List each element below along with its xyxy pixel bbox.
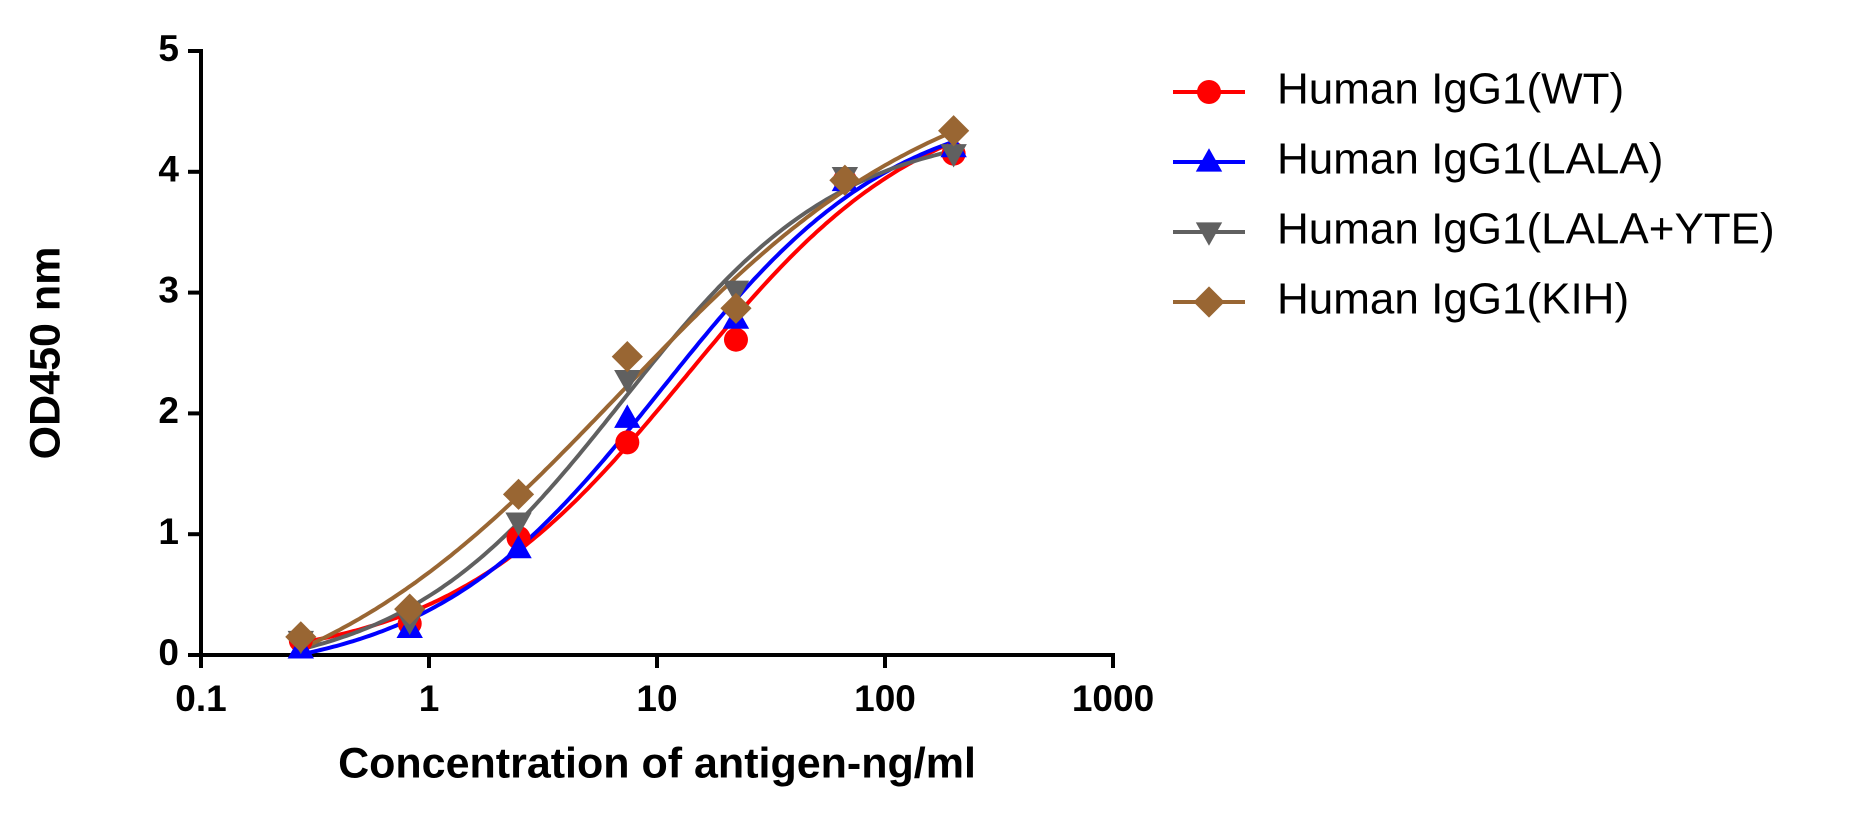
legend-marker [1193,286,1225,318]
y-axis-title: OD450 nm [21,247,69,460]
data-point [502,478,535,510]
legend-label: Human IgG1(LALA) [1277,135,1663,184]
y-tick-label: 0 [158,632,179,673]
data-point [722,280,750,304]
x-tick-label: 0.1 [175,678,226,719]
x-tick-label: 1 [419,678,440,719]
data-point [505,512,532,536]
x-axis-title: Concentration of antigen-ng/ml [338,739,976,787]
legend-label: Human IgG1(KIH) [1277,275,1629,324]
y-tick-label: 4 [158,149,179,190]
legend-marker [1195,148,1223,172]
legend-label: Human IgG1(LALA+YTE) [1277,205,1775,254]
legend-marker [1197,80,1221,104]
data-point [614,404,641,428]
y-tick-label: 1 [158,511,179,552]
data-point [615,430,640,455]
data-point [720,292,752,324]
data-point [285,621,317,653]
y-tick-label: 3 [158,269,179,310]
legend-label: Human IgG1(WT) [1277,65,1624,114]
x-tick-label: 1000 [1072,678,1154,719]
x-tick-label: 10 [636,678,677,719]
y-tick-label: 5 [158,28,179,69]
data-point [394,593,426,625]
data-point [723,327,748,352]
legend-marker [1195,222,1223,246]
x-tick-label: 100 [854,678,916,719]
data-point [614,369,641,394]
data-point [829,164,861,196]
data-point [940,144,967,168]
data-point [938,115,970,147]
fit-curve [300,148,955,652]
data-point [611,341,643,373]
y-tick-label: 2 [158,390,179,431]
data-point [505,534,532,559]
